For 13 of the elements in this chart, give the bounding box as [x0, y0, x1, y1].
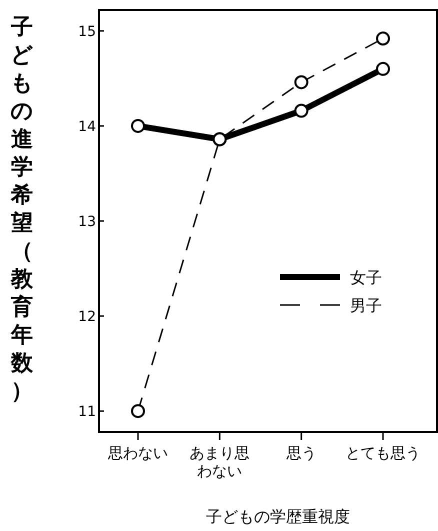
y-tick-label: 12 — [78, 309, 96, 326]
text: 子どもの進学希望（教育年数） — [10, 15, 34, 404]
legend-label: 男子 — [350, 296, 382, 315]
y-tick-label: 13 — [78, 214, 96, 230]
x-tick-label: とても思う — [346, 444, 420, 462]
y-tick-label: 14 — [78, 118, 96, 135]
x-tick-label: 思う — [285, 444, 316, 462]
x-tick-label: あまり思わない — [190, 444, 250, 480]
y-tick-label: 15 — [78, 24, 96, 40]
legend-label: 女子 — [350, 268, 382, 287]
x-tick-label: 思わない — [107, 444, 168, 462]
y-tick-label: 11 — [78, 404, 96, 420]
x-axis-title: 子どもの学歴重視度 — [206, 507, 350, 526]
